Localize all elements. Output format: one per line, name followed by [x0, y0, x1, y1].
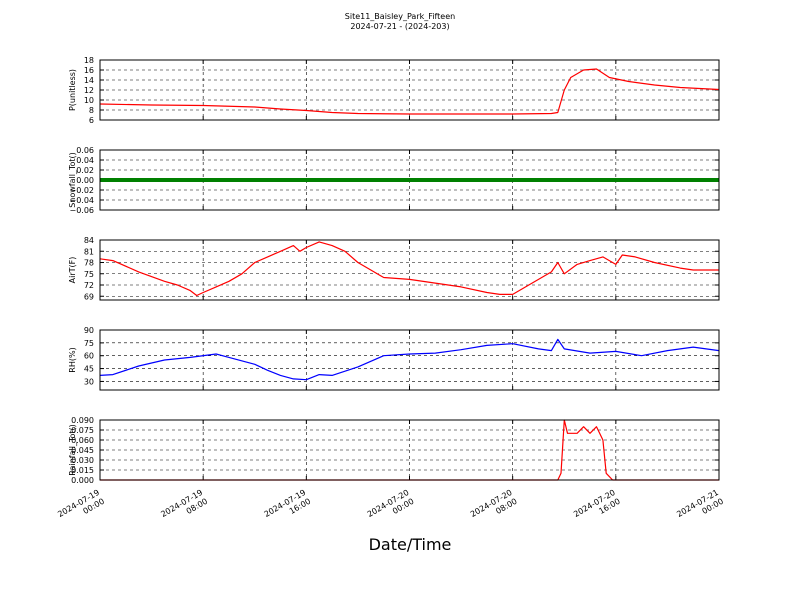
panels-group: 681012141618P(unitless)−0.06−0.04−0.020.…	[68, 56, 720, 485]
axes-frame	[99, 149, 720, 211]
panel-3: 30 45 60 75 90 RH(%)	[68, 326, 720, 391]
y-tick-label: 0.060	[71, 436, 94, 445]
y-tick-label: 0.045	[71, 446, 94, 455]
y-tick-label: 0.030	[71, 456, 94, 465]
y-tick-label: 72	[84, 281, 94, 290]
y-axis-label: Rainfall_Tot()	[68, 424, 77, 476]
y-tick-label: 0.02	[76, 166, 94, 175]
y-axis-label: RH(%)	[68, 347, 77, 372]
y-tick-label: 75	[84, 339, 94, 348]
y-tick-label: 0.075	[71, 426, 94, 435]
y-tick-label: 10	[84, 96, 94, 105]
series-line-0	[99, 68, 720, 115]
x-tick-label: 2024-07-1908:00	[159, 488, 209, 528]
series-line-3	[99, 338, 720, 381]
y-axis-label: AirT(F)	[68, 257, 77, 284]
axes-frame	[99, 329, 720, 391]
y-axis-label: Snowfall_Tot()	[68, 152, 77, 208]
y-tick-label: 0.090	[71, 416, 94, 425]
y-tick-label: 45	[84, 365, 94, 374]
panel-4: 0.0000.0150.0300.0450.0600.0750.090Rainf…	[68, 416, 720, 485]
y-tick-label: 78	[84, 259, 94, 268]
series-line-2	[99, 241, 719, 297]
x-tick-label: 2024-07-2000:00	[366, 488, 416, 528]
y-tick-label: 84	[84, 236, 94, 245]
x-tick-label: 2024-07-1900:00	[56, 488, 106, 528]
y-tick-label: −0.04	[69, 196, 94, 205]
x-tick-labels: 2024-07-1900:00 2024-07-1908:00 2024-07-19…	[56, 488, 725, 528]
y-tick-label: 16	[84, 66, 94, 75]
y-tick-label: 18	[84, 56, 94, 65]
axes-frame	[99, 419, 720, 481]
y-tick-label: 69	[84, 292, 94, 301]
x-tick-label: 2024-07-2100:00	[675, 488, 725, 528]
figure-title: Site11_Baisley_Park_Fifteen	[345, 12, 455, 21]
y-tick-label: 0.06	[76, 146, 94, 155]
x-tick-label: 2024-07-2008:00	[469, 488, 519, 528]
series-line-4	[100, 419, 719, 481]
x-tick-label: 2024-07-2016:00	[572, 488, 622, 528]
y-tick-label: 90	[84, 326, 94, 335]
y-tick-label: −0.06	[69, 206, 94, 215]
y-tick-label: 6	[89, 116, 94, 125]
y-tick-label: 75	[84, 270, 94, 279]
panel-1: −0.06−0.04−0.020.000.020.040.06Snowfall_…	[68, 146, 720, 215]
y-tick-label: 0.000	[71, 476, 94, 485]
x-tick-label: 2024-07-1916:00	[263, 488, 313, 528]
y-tick-label: 12	[84, 86, 94, 95]
y-tick-label: 0.04	[76, 156, 94, 165]
x-axis-label: Date/Time	[369, 535, 452, 554]
y-tick-label: 81	[84, 247, 94, 256]
y-tick-label: 8	[89, 106, 94, 115]
y-tick-label: −0.02	[69, 186, 94, 195]
panel-2: 69 72 75 78 81 84 AirT(F)	[68, 236, 720, 301]
axes-frame	[99, 59, 720, 121]
y-tick-label: 0.00	[76, 176, 94, 185]
y-tick-label: 30	[84, 377, 94, 386]
figure-subtitle: 2024-07-21 - (2024-203)	[350, 22, 449, 31]
y-tick-label: 60	[84, 352, 94, 361]
axes-frame	[99, 239, 720, 301]
y-tick-label: 14	[84, 76, 94, 85]
y-tick-label: 0.015	[71, 466, 94, 475]
y-axis-label: P(unitless)	[68, 69, 77, 111]
